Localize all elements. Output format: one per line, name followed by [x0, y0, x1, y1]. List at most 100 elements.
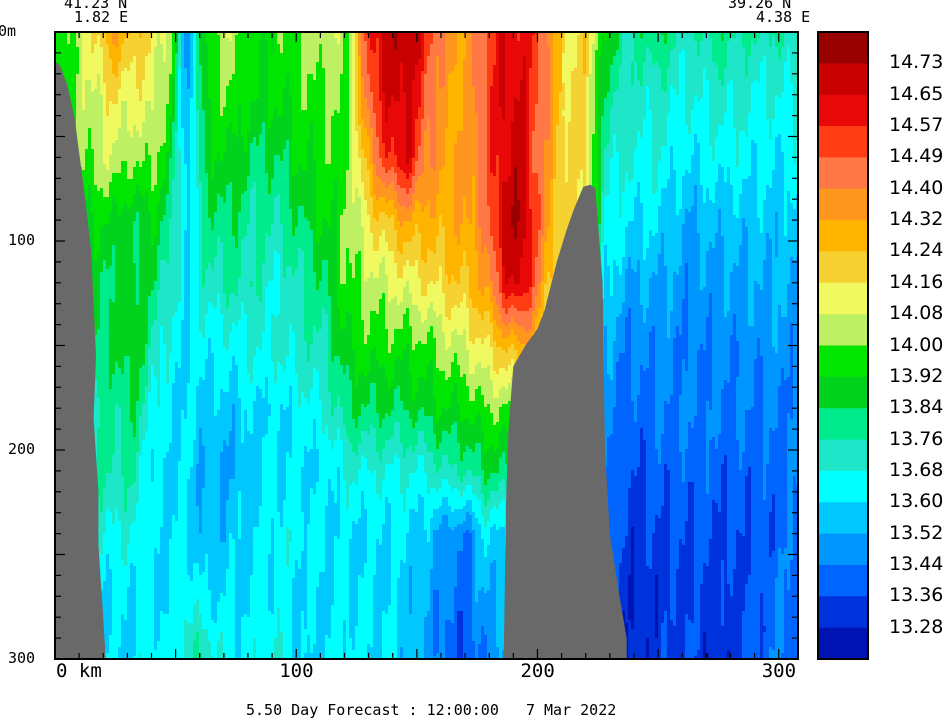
- field-cell-3202: [424, 143, 431, 147]
- field-cell-1876: [463, 95, 476, 99]
- field-cell-511: [382, 47, 395, 51]
- field-cell-2701: [535, 125, 551, 129]
- field-cell-776: [583, 56, 587, 60]
- field-cell-2574: [169, 122, 173, 126]
- field-cell-75: [622, 32, 635, 36]
- field-cell-1303: [745, 74, 749, 78]
- field-cell-1225: [100, 74, 104, 78]
- field-cell-1564: [667, 83, 680, 87]
- field-cell-2887: [745, 131, 749, 135]
- field-cell-2345: [172, 113, 176, 117]
- field-cell-1011: [463, 65, 473, 69]
- field-cell-1240: [196, 74, 203, 78]
- field-cell-1092: [436, 68, 440, 72]
- field-cell-2265: [181, 110, 191, 114]
- field-cell-2570: [121, 122, 128, 126]
- field-cell-1072: [235, 68, 260, 72]
- field-cell-834: [361, 59, 368, 63]
- field-cell-2739: [172, 128, 179, 132]
- field-cell-1395: [790, 77, 799, 81]
- field-cell-1965: [505, 98, 515, 102]
- field-cell-54: [457, 32, 467, 36]
- field-cell-488: [199, 47, 209, 51]
- field-cell-1368: [529, 77, 539, 81]
- field-cell-2477: [610, 116, 647, 120]
- field-cell-3163: [163, 143, 170, 147]
- field-cell-2858: [478, 131, 488, 135]
- field-cell-1300: [706, 74, 719, 78]
- field-cell-1732: [616, 89, 647, 93]
- field-cell-2771: [427, 128, 431, 132]
- field-cell-1230: [136, 74, 146, 78]
- field-cell-1333: [268, 77, 287, 81]
- field-cell-1498: [154, 83, 170, 87]
- field-cell-2120: [361, 104, 368, 108]
- field-cell-718: [79, 56, 83, 60]
- field-cell-1764: [193, 92, 197, 96]
- field-cell-24: [199, 32, 206, 36]
- field-cell-3031: [457, 137, 479, 141]
- field-cell-1988: [697, 98, 701, 102]
- field-cell-2337: [76, 113, 104, 117]
- field-cell-642: [82, 53, 104, 57]
- field-cell-2328: [727, 110, 734, 114]
- field-cell-1556: [598, 83, 611, 87]
- field-cell-2484: [724, 116, 734, 120]
- field-cell-68: [565, 32, 581, 36]
- field-cell-1062: [175, 68, 179, 72]
- field-cell-3400: [604, 149, 614, 153]
- field-cell-780: [595, 56, 599, 60]
- field-cell-3182: [289, 143, 293, 147]
- field-cell-233: [352, 38, 356, 42]
- field-cell-2347: [178, 113, 182, 117]
- field-cell-447: [577, 44, 584, 48]
- field-cell-830: [349, 59, 353, 63]
- field-cell-3034: [490, 137, 512, 141]
- field-cell-1231: [145, 74, 155, 78]
- field-cell-1476: [709, 80, 722, 84]
- field-cell-1151: [190, 71, 194, 75]
- field-cell-2426: [178, 116, 182, 120]
- field-cell-3020: [382, 137, 392, 141]
- field-cell-2451: [406, 116, 413, 120]
- field-cell-3351: [211, 149, 227, 153]
- field-cell-218: [220, 38, 230, 42]
- field-cell-1377: [598, 77, 611, 81]
- field-cell-675: [382, 53, 422, 57]
- field-cell-1892: [589, 95, 596, 99]
- field-cell-809: [154, 59, 164, 63]
- field-cell-3180: [265, 143, 287, 147]
- field-cell-2309: [529, 110, 536, 114]
- field-cell-2662: [205, 125, 212, 129]
- field-cell-2742: [190, 128, 197, 132]
- field-cell-2907: [175, 134, 179, 138]
- field-cell-2909: [184, 134, 191, 138]
- field-cell-1567: [703, 83, 710, 87]
- field-cell-1313: [100, 77, 104, 81]
- field-cell-490: [220, 47, 236, 51]
- field-cell-1651: [661, 86, 668, 90]
- field-cell-2924: [313, 134, 326, 138]
- field-cell-620: [595, 50, 602, 54]
- field-cell-2264: [178, 110, 182, 114]
- field-cell-1451: [499, 80, 506, 84]
- field-cell-326: [340, 41, 344, 45]
- field-cell-927: [472, 62, 488, 66]
- field-cell-3382: [454, 149, 479, 153]
- field-cell-501: [343, 47, 350, 51]
- field-cell-2375: [388, 113, 407, 117]
- field-cell-2746: [211, 128, 227, 132]
- field-cell-1755: [118, 92, 140, 96]
- field-cell-2773: [436, 128, 446, 132]
- field-cell-2790: [595, 128, 599, 132]
- field-cell-155: [517, 35, 521, 39]
- field-cell-2229: [553, 107, 560, 111]
- field-cell-1934: [256, 98, 269, 102]
- field-cell-3221: [592, 143, 599, 147]
- field-cell-3359: [292, 149, 308, 153]
- field-cell-1421: [259, 80, 269, 84]
- field-cell-2840: [331, 131, 350, 135]
- field-cell-1684: [202, 89, 209, 93]
- field-cell-2672: [271, 125, 293, 129]
- field-cell-395: [166, 44, 173, 48]
